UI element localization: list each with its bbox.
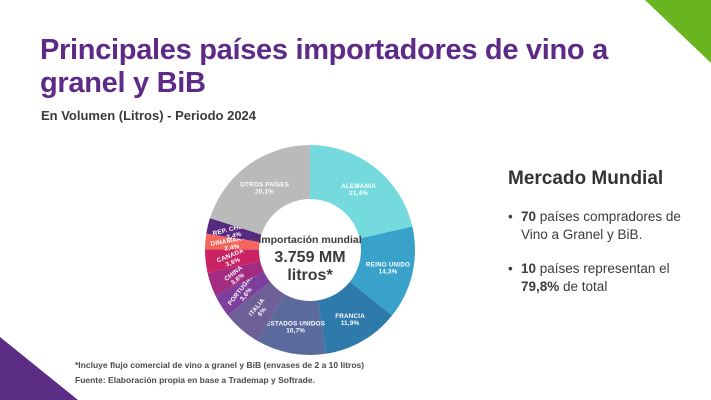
market-panel: Mercado Mundial 70 países compradores de… bbox=[508, 168, 686, 312]
page-title: Principales países importadores de vino … bbox=[40, 34, 608, 100]
page-subtitle: En Volumen (Litros) - Periodo 2024 bbox=[41, 108, 257, 123]
donut-center-label: Importación mundial 3.759 MM litros* bbox=[258, 234, 361, 284]
panel-heading: Mercado Mundial bbox=[508, 168, 664, 189]
corner-triangle-purple bbox=[0, 337, 78, 400]
pie-label-alemania: ALEMANIA 21,4% bbox=[341, 183, 376, 197]
panel-bullets: 70 países compradores de Vino a Granel y… bbox=[508, 208, 686, 295]
pie-label-estados-unidos: ESTADOS UNIDOS 10,7% bbox=[266, 320, 325, 334]
donut-hole bbox=[259, 199, 361, 301]
pie-label-reino-unido: REINO UNIDO 14,3% bbox=[366, 261, 410, 275]
pie-label-francia: FRANCIA 11,9% bbox=[335, 313, 365, 327]
donut-chart: ALEMANIA 21,4% REINO UNIDO 14,3% FRANCIA 11,9… bbox=[195, 135, 425, 365]
footnote-source: Fuente: Elaboración propia en base a Tra… bbox=[75, 375, 315, 386]
bullet-item: 10 países representan el 79,8% de total bbox=[508, 260, 686, 295]
donut-chart-svg: ALEMANIA 21,4% REINO UNIDO 14,3% FRANCIA 11,9… bbox=[204, 145, 416, 356]
pie-label-otros-paises: OTROS PAÍSES 20,1% bbox=[240, 180, 289, 196]
footnotes: *Incluye flujo comercial de vino a grane… bbox=[75, 358, 364, 389]
bullet-item: 70 países compradores de Vino a Granel y… bbox=[508, 208, 686, 243]
footnote-note: *Incluye flujo comercial de vino a grane… bbox=[75, 360, 365, 370]
